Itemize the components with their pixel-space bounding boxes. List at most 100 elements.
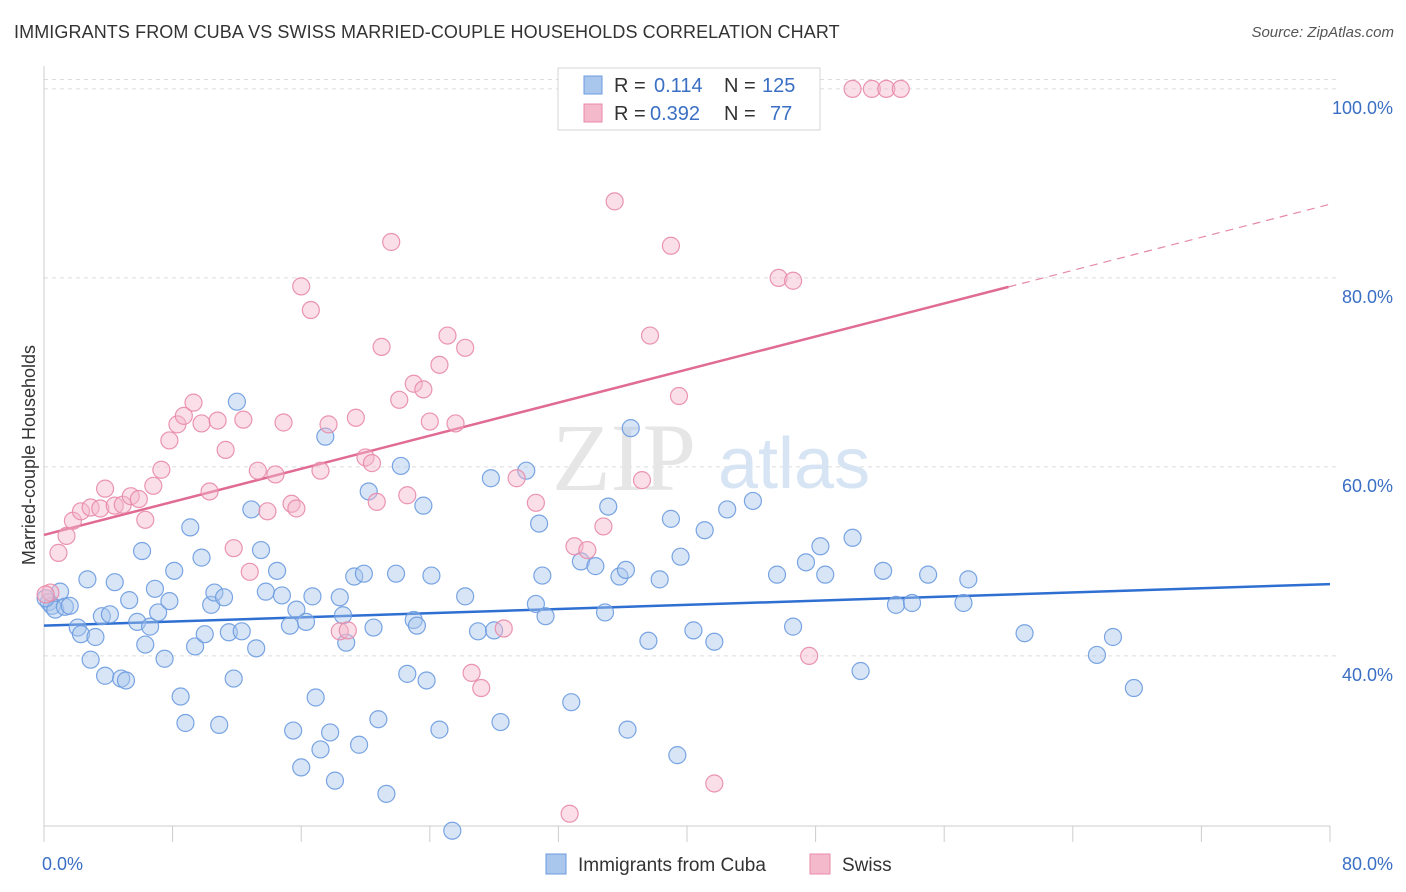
watermark-zip: ZIP xyxy=(552,404,696,511)
data-point-cuba xyxy=(136,635,155,654)
data-point-cuba xyxy=(851,661,870,681)
data-point-swiss xyxy=(390,390,409,409)
data-point-cuba xyxy=(105,573,124,592)
data-point-swiss xyxy=(507,469,526,488)
data-point-swiss xyxy=(372,337,391,356)
data-point-cuba xyxy=(333,606,353,625)
data-point-cuba xyxy=(306,688,325,707)
data-point-swiss xyxy=(274,413,293,432)
data-point-cuba xyxy=(330,588,349,607)
data-point-swiss xyxy=(311,461,330,480)
data-point-swiss xyxy=(404,374,423,393)
data-point-swiss xyxy=(287,499,306,518)
data-point-cuba xyxy=(81,650,100,669)
data-point-cuba xyxy=(886,595,906,614)
data-point-cuba xyxy=(116,671,136,690)
data-point-cuba xyxy=(562,693,581,712)
axes xyxy=(43,66,1331,842)
data-point-cuba xyxy=(718,500,737,519)
legend-r-label-swiss: R = xyxy=(614,103,646,125)
trend-line-cuba xyxy=(43,582,1331,627)
data-point-cuba xyxy=(705,632,724,651)
legend-swatch-cuba xyxy=(583,75,603,95)
data-point-cuba xyxy=(919,565,938,584)
data-point-cuba xyxy=(391,456,410,476)
data-point-swiss xyxy=(800,646,819,666)
data-point-cuba xyxy=(303,587,322,606)
data-point-cuba xyxy=(1087,645,1107,665)
data-points xyxy=(36,79,1143,840)
data-point-cuba xyxy=(219,623,238,642)
data-point-cuba xyxy=(954,593,973,613)
data-point-cuba xyxy=(386,564,406,583)
data-point-swiss xyxy=(224,539,243,558)
data-point-cuba xyxy=(364,618,383,637)
data-point-cuba xyxy=(292,758,311,777)
data-point-cuba xyxy=(1015,624,1034,643)
bottom-legend: Immigrants from Cuba Swiss xyxy=(545,853,892,876)
data-point-swiss xyxy=(216,440,235,459)
legend-r-value-swiss: 0.392 xyxy=(650,103,700,125)
data-point-cuba xyxy=(171,687,190,706)
data-point-swiss xyxy=(526,493,545,512)
watermark: ZIP atlas xyxy=(552,404,870,511)
data-point-cuba xyxy=(192,548,211,567)
data-point-swiss xyxy=(891,79,910,99)
data-point-cuba xyxy=(650,570,669,589)
data-point-cuba xyxy=(414,496,433,515)
data-point-cuba xyxy=(671,547,690,566)
data-point-cuba xyxy=(783,617,803,636)
data-point-cuba xyxy=(407,616,427,635)
data-point-cuba xyxy=(224,669,243,688)
data-point-swiss xyxy=(705,774,724,793)
data-point-swiss xyxy=(362,454,382,473)
data-point-cuba xyxy=(242,500,261,519)
data-point-swiss xyxy=(81,498,100,517)
data-point-swiss xyxy=(472,678,491,698)
bottom-legend-label-cuba: Immigrants from Cuba xyxy=(578,855,766,876)
data-point-cuba xyxy=(796,553,816,572)
data-point-cuba xyxy=(1124,678,1143,698)
data-point-swiss xyxy=(414,380,433,399)
data-point-cuba xyxy=(816,565,835,584)
data-point-cuba xyxy=(160,591,179,611)
data-point-cuba xyxy=(398,664,417,683)
data-point-cuba xyxy=(902,593,922,613)
data-point-swiss xyxy=(632,471,652,490)
data-point-cuba xyxy=(165,561,184,580)
data-point-swiss xyxy=(174,406,193,425)
data-point-swiss xyxy=(319,415,338,434)
data-point-swiss xyxy=(456,338,475,357)
data-point-cuba xyxy=(491,712,510,732)
data-point-cuba xyxy=(639,631,658,650)
data-point-swiss xyxy=(240,562,259,581)
trend-line-swiss xyxy=(43,285,1009,537)
data-point-cuba xyxy=(132,541,152,561)
data-point-cuba xyxy=(599,497,618,516)
data-point-cuba xyxy=(280,616,300,635)
data-point-swiss xyxy=(446,414,465,433)
data-point-swiss xyxy=(234,410,253,429)
watermark-atlas: atlas xyxy=(718,424,870,504)
data-point-swiss xyxy=(346,408,365,427)
data-point-swiss xyxy=(862,79,881,99)
data-point-swiss xyxy=(184,393,203,412)
data-point-swiss xyxy=(560,804,579,823)
data-point-swiss xyxy=(494,619,513,638)
data-point-cuba xyxy=(811,537,830,556)
trend-lines xyxy=(43,203,1331,627)
legend-n-value-swiss: 77 xyxy=(770,103,792,125)
data-point-cuba xyxy=(456,587,475,606)
data-point-swiss xyxy=(367,492,386,511)
y-tick-label: 60.0% xyxy=(1342,476,1393,496)
data-point-cuba xyxy=(251,540,271,560)
data-point-cuba xyxy=(404,610,423,630)
data-point-cuba xyxy=(621,419,640,438)
source-label: Source: ZipAtlas.com xyxy=(1251,24,1394,41)
data-point-cuba xyxy=(186,637,205,656)
data-point-swiss xyxy=(398,486,417,505)
data-point-swiss xyxy=(208,411,227,430)
data-point-cuba xyxy=(536,607,555,626)
data-point-cuba xyxy=(586,557,605,576)
data-point-swiss xyxy=(301,300,320,320)
